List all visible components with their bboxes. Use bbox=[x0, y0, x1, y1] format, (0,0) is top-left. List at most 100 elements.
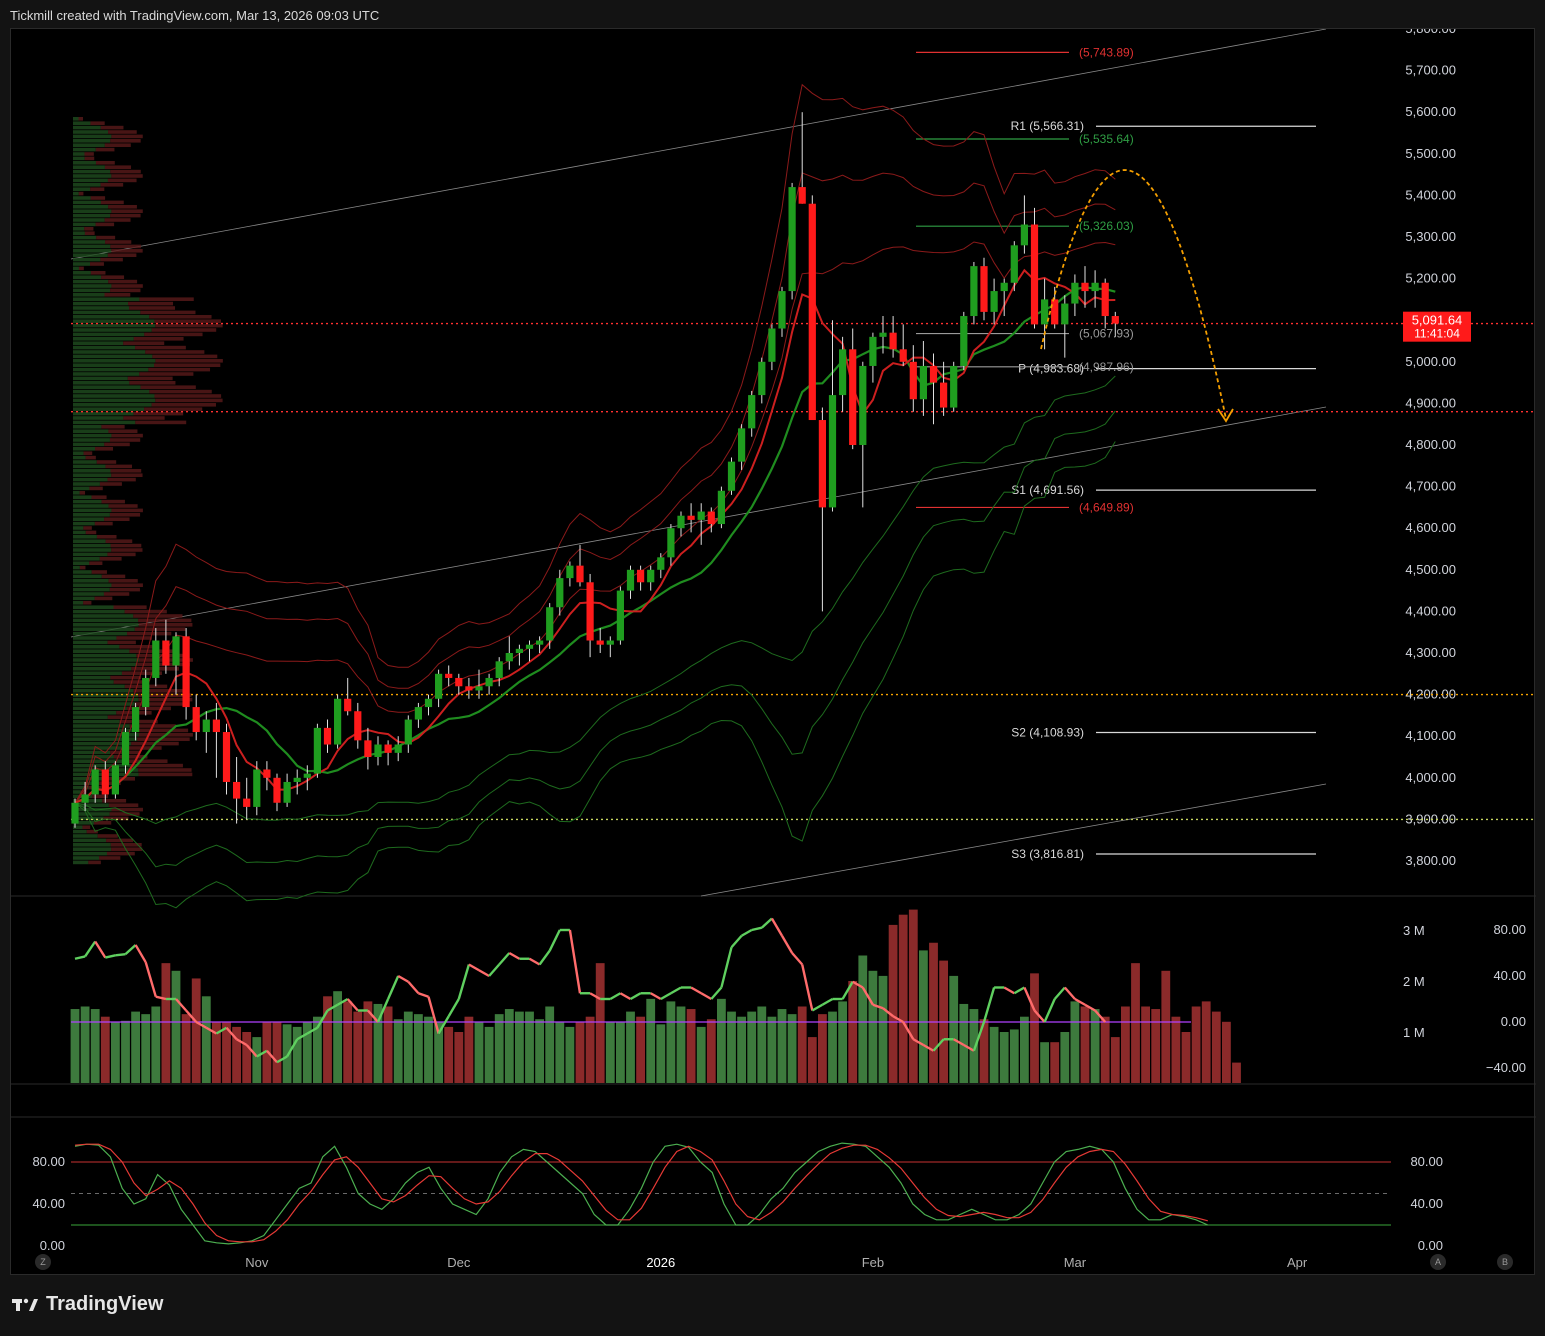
volume-profile-bar bbox=[73, 152, 85, 156]
volume-profile-bar bbox=[73, 565, 80, 570]
time-axis-tick: 2026 bbox=[646, 1255, 675, 1270]
candle-body bbox=[303, 773, 311, 778]
volume-profile-bar bbox=[107, 253, 137, 257]
volume-bar bbox=[959, 1003, 969, 1083]
volume-profile-bar bbox=[107, 640, 136, 645]
oscillator-line-segment bbox=[1074, 997, 1086, 1006]
candle-body bbox=[293, 777, 301, 782]
volume-profile-bar bbox=[138, 772, 193, 777]
volume-bar bbox=[1040, 1042, 1049, 1083]
volume-profile-bar bbox=[73, 178, 108, 183]
volume-bar bbox=[434, 1021, 443, 1083]
volume-profile-bar bbox=[73, 222, 96, 227]
volume-bar bbox=[767, 1016, 777, 1083]
volume-profile-bar bbox=[95, 447, 114, 451]
volume-bar bbox=[1211, 1011, 1221, 1083]
volume-profile-bar bbox=[73, 838, 107, 843]
volume-profile-bar bbox=[73, 394, 155, 398]
price-axis-tick: 4,000.00 bbox=[1405, 770, 1456, 785]
volume-profile-bar bbox=[73, 526, 84, 530]
volume-bar bbox=[908, 909, 918, 1083]
oscillator-line-segment bbox=[144, 961, 157, 998]
volume-profile-bar bbox=[84, 231, 95, 235]
volume-profile-bar bbox=[99, 781, 121, 785]
candle-body bbox=[485, 677, 493, 687]
volume-profile-bar bbox=[110, 843, 142, 847]
volume-profile-bar bbox=[108, 130, 137, 134]
volume-profile-bar bbox=[73, 249, 112, 253]
oscillator-line-segment bbox=[922, 1043, 935, 1052]
volume-profile-bar bbox=[73, 433, 112, 438]
volume-bar bbox=[111, 1021, 120, 1083]
volume-profile-bar bbox=[95, 222, 115, 227]
volume-profile-bar bbox=[73, 491, 80, 495]
stochastic-left-axis-tick: 40.00 bbox=[32, 1196, 65, 1211]
pivot-level-label: (4,987.96) bbox=[1079, 360, 1134, 374]
stochastic-left-axis-tick: 0.00 bbox=[40, 1238, 65, 1253]
volume-bar bbox=[444, 1026, 454, 1083]
volume-profile-bar bbox=[113, 605, 147, 609]
pivot-level-label: (5,535.64) bbox=[1079, 132, 1134, 146]
volume-axis-tick: 3 M bbox=[1403, 923, 1425, 938]
candle-body bbox=[828, 395, 837, 508]
volume-profile-bar bbox=[73, 763, 134, 768]
log-scale-button[interactable]: B bbox=[1497, 1254, 1513, 1270]
candle-body bbox=[445, 673, 453, 678]
auto-scale-button[interactable]: A bbox=[1430, 1254, 1446, 1270]
oscillator-line-segment bbox=[953, 1038, 965, 1047]
price-axis-tick: 5,600.00 bbox=[1405, 104, 1456, 119]
pivot-level-label: R1 (5,566.31) bbox=[1011, 119, 1084, 133]
candle-body bbox=[313, 727, 321, 774]
volume-profile-bar bbox=[111, 473, 143, 477]
oscillator-line-segment bbox=[902, 1021, 915, 1040]
volume-profile-bar bbox=[73, 240, 106, 244]
volume-profile-bar bbox=[73, 574, 102, 579]
chart-canvas[interactable]: 5,800.00 5,700.00 5,600.00 5,500.00 5,400.00… bbox=[11, 29, 1536, 1276]
candle-body bbox=[152, 640, 160, 678]
oscillator-line-segment bbox=[690, 986, 702, 995]
volume-bar bbox=[828, 1011, 837, 1083]
volume-profile-bar bbox=[149, 389, 212, 394]
volume-profile-bar bbox=[73, 257, 101, 262]
volume-bar bbox=[1181, 1032, 1191, 1083]
volume-profile-bar bbox=[73, 548, 112, 552]
volume-profile-bar bbox=[109, 438, 141, 442]
oscillator-line-segment bbox=[84, 940, 97, 958]
volume-profile-bar bbox=[73, 147, 96, 152]
candle-body bbox=[394, 744, 402, 753]
volume-profile-bar bbox=[90, 271, 106, 275]
candle-body bbox=[202, 719, 210, 733]
volume-profile-bar bbox=[73, 455, 86, 460]
oscillator-line-segment bbox=[670, 986, 682, 995]
upper-envelope-line bbox=[74, 83, 1116, 804]
volume-profile-bar bbox=[73, 649, 130, 653]
zoom-reset-button[interactable]: Z bbox=[35, 1254, 51, 1270]
oscillator-line-segment bbox=[488, 963, 501, 977]
volume-profile-bar bbox=[73, 275, 102, 279]
oscillator-line-segment bbox=[265, 1049, 278, 1064]
stochastic-left-axis-tick: 80.00 bbox=[32, 1154, 65, 1169]
volume-profile-bar bbox=[128, 301, 174, 306]
volume-profile-bar bbox=[73, 829, 87, 834]
candle-body bbox=[81, 794, 89, 803]
volume-profile-bar bbox=[73, 592, 104, 596]
volume-bar bbox=[363, 1001, 373, 1083]
volume-profile-bar bbox=[73, 693, 139, 697]
volume-profile-bar bbox=[73, 750, 111, 755]
volume-profile-bar bbox=[73, 486, 90, 491]
volume-profile-bar bbox=[140, 310, 196, 315]
volume-profile-bar bbox=[73, 183, 101, 187]
volume-profile-bar bbox=[99, 557, 122, 561]
volume-profile-bar bbox=[95, 161, 115, 165]
price-axis-tick: 3,800.00 bbox=[1405, 853, 1456, 868]
volume-profile-bar bbox=[95, 147, 115, 152]
oscillator-line-segment bbox=[437, 1015, 450, 1035]
bar-countdown-label: 11:41:04 bbox=[1414, 327, 1460, 341]
volume-profile-bar bbox=[73, 697, 139, 702]
candle-body bbox=[919, 365, 927, 400]
chart-frame[interactable]: 5,800.00 5,700.00 5,600.00 5,500.00 5,400.00… bbox=[10, 28, 1536, 1276]
volume-profile-bar bbox=[73, 398, 156, 403]
oscillator-axis-tick: 0.00 bbox=[1501, 1014, 1526, 1029]
candle-body bbox=[1010, 245, 1018, 283]
volume-profile-bar bbox=[110, 543, 142, 548]
